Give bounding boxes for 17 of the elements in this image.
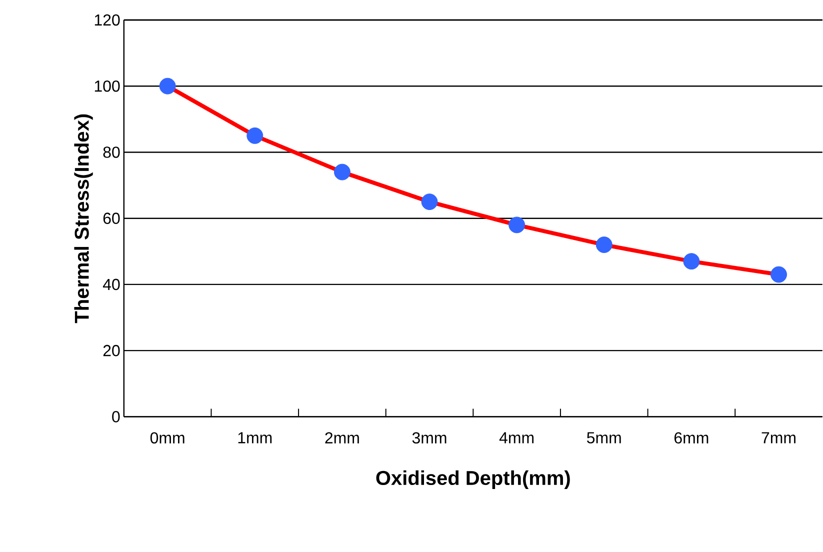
y-tick-label: 80 xyxy=(103,146,120,158)
y-tick-label: 20 xyxy=(103,345,120,356)
y-tick-label: 120 xyxy=(94,14,120,26)
x-tick-label: 6mm xyxy=(674,432,708,444)
x-tick-label: 2mm xyxy=(325,432,359,444)
y-tick-label: 100 xyxy=(94,80,120,92)
y-tick-label: 60 xyxy=(103,212,120,224)
x-tick-label: 3mm xyxy=(412,432,446,444)
x-tick-label: 0mm xyxy=(150,432,184,444)
x-tick-label: 5mm xyxy=(587,432,621,444)
x-axis-title: Oxidised Depth(mm) xyxy=(376,470,570,490)
y-tick-label: 40 xyxy=(102,279,120,290)
x-tick-label: 7mm xyxy=(762,432,796,444)
y-tick-label: 0 xyxy=(112,411,120,423)
x-tick-label: 4mm xyxy=(499,432,534,444)
y-axis-title: Thermal Stress(Index) xyxy=(74,114,93,324)
x-tick-label: 1mm xyxy=(238,432,272,444)
